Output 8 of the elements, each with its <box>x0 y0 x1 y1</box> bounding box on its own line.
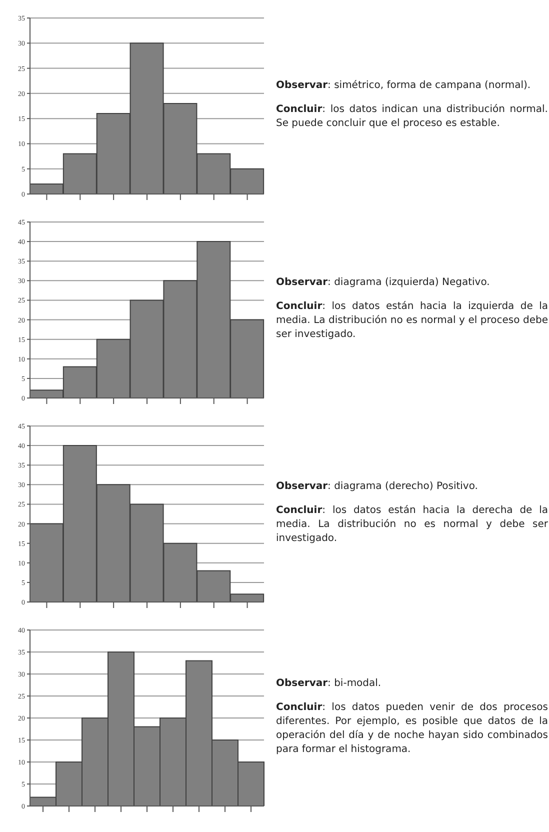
text: Observar: bi-modal. <box>276 677 382 691</box>
text: Concluir: los datos pueden venir de dos procesos diferentes. Por ejemplo, es posible que datos de la operación del día y de noche hayan sido combinados para formar el histograma. <box>276 701 548 757</box>
text: Concluir: los datos están hacia la derecha de la media. La distribución no es normal y debe ser investigado. <box>276 504 548 546</box>
text: Observar: simétrico, forma de campana (normal). <box>276 79 532 93</box>
text: Observar: diagrama (derecho) Positivo. <box>276 480 479 494</box>
text: Observar: diagrama (izquierda) Negativo. <box>276 276 491 290</box>
text: Concluir: los datos indican una distribución normal. Se puede concluir que el proceso es estable. <box>276 103 548 131</box>
text: Concluir: los datos están hacia la izquierda de la media. La distribución no es normal y el proceso debe ser investigado. <box>276 300 548 342</box>
